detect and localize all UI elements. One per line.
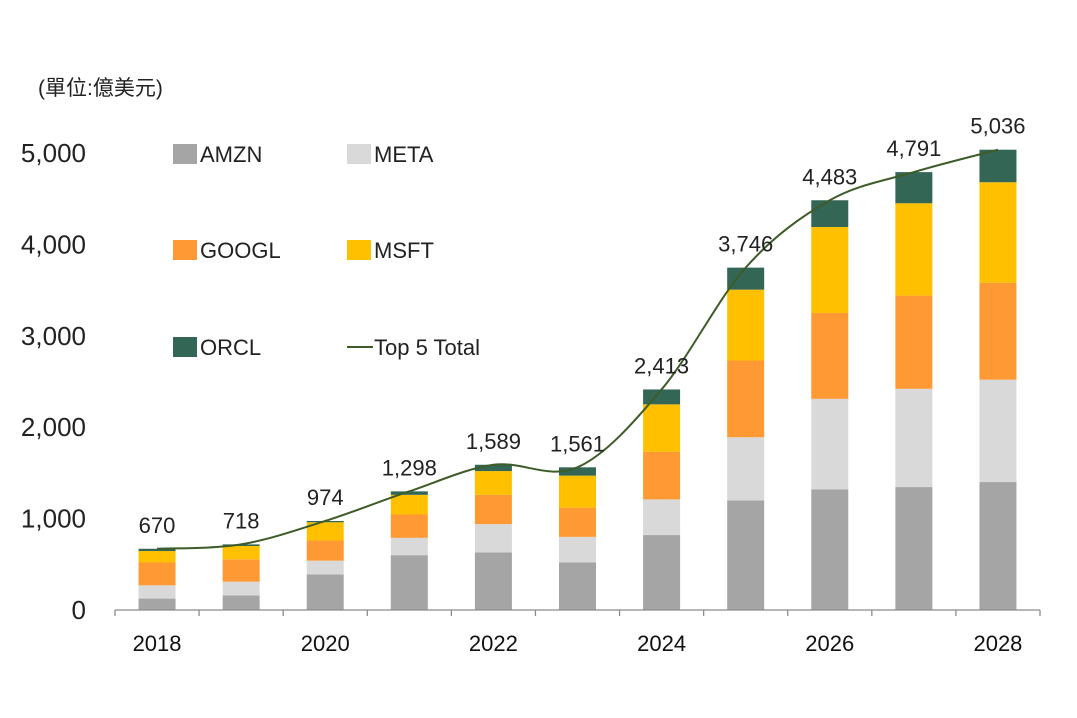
bar-googl-2025 (727, 360, 765, 438)
y-tick-label-0: 0 (72, 595, 86, 625)
bar-msft-2021 (390, 494, 428, 515)
top-5-total-line (156, 148, 999, 550)
bar-orcl-2026 (811, 200, 849, 228)
total-label-2023: 1,561 (550, 431, 605, 456)
bar-meta-2025 (727, 437, 765, 501)
x-tick-label-2022: 2022 (469, 631, 518, 656)
total-label-2021: 1,298 (382, 455, 437, 480)
bar-googl-2019 (222, 559, 260, 582)
bar-msft-2028 (979, 182, 1017, 283)
bar-msft-2025 (727, 289, 765, 361)
bar-orcl-2024 (643, 389, 681, 405)
y-tick-label-5000: 5,000 (21, 138, 86, 168)
bar-googl-2018 (138, 562, 176, 586)
bar-amzn-2021 (390, 555, 428, 610)
bar-googl-2021 (390, 514, 428, 538)
total-line-group (156, 148, 999, 550)
legend-label-msft: MSFT (374, 238, 434, 263)
total-label-2027: 4,791 (886, 136, 941, 161)
legend-label-googl: GOOGL (200, 238, 281, 263)
bar-msft-2027 (895, 203, 933, 296)
bar-msft-2020 (306, 522, 344, 541)
legend-swatch-msft (347, 240, 371, 260)
bar-googl-2028 (979, 282, 1017, 380)
bar-amzn-2018 (138, 598, 176, 610)
y-axis: 0 1,000 2,000 3,000 4,000 5,000 (21, 138, 86, 625)
bar-orcl-2022 (474, 464, 512, 472)
bar-orcl-2018 (138, 548, 176, 552)
bar-msft-2019 (222, 546, 260, 560)
legend-label-amzn: AMZN (200, 142, 262, 167)
total-label-2026: 4,483 (802, 164, 857, 189)
legend-swatch-amzn (173, 144, 197, 164)
bar-googl-2027 (895, 295, 933, 389)
x-tick-label-2028: 2028 (973, 631, 1022, 656)
bar-meta-2021 (390, 537, 428, 556)
bar-meta-2028 (979, 379, 1017, 483)
x-tick-label-2018: 2018 (133, 631, 182, 656)
bar-meta-2022 (474, 524, 512, 553)
bar-msft-2024 (643, 404, 681, 452)
bar-orcl-2027 (895, 172, 933, 204)
bar-msft-2018 (138, 551, 176, 563)
bar-orcl-2028 (979, 149, 1017, 183)
bars-group (138, 149, 1017, 610)
bar-amzn-2026 (811, 489, 849, 610)
bar-meta-2024 (643, 499, 681, 536)
bar-meta-2019 (222, 581, 260, 596)
total-label-2028: 5,036 (970, 114, 1025, 139)
bar-meta-2027 (895, 388, 933, 488)
bar-meta-2023 (559, 536, 596, 563)
bar-amzn-2020 (306, 574, 344, 610)
bar-orcl-2021 (390, 491, 428, 495)
total-labels-group: 670 718 974 1,298 1,589 1,561 2,413 3,746 4,483 4… (139, 114, 1026, 538)
bar-msft-2022 (474, 471, 512, 495)
total-label-2018: 670 (139, 513, 176, 538)
unit-label: (單位:億美元) (38, 77, 163, 100)
bar-msft-2023 (559, 475, 596, 508)
bar-orcl-2023 (559, 467, 596, 476)
bar-googl-2026 (811, 312, 849, 399)
y-tick-label-4000: 4,000 (21, 229, 86, 259)
bar-googl-2023 (559, 507, 596, 537)
x-tick-label-2024: 2024 (637, 631, 686, 656)
x-tick-label-2026: 2026 (805, 631, 854, 656)
bar-amzn-2024 (643, 535, 681, 610)
bar-meta-2018 (138, 585, 176, 599)
bar-msft-2026 (811, 227, 849, 313)
bar-amzn-2019 (222, 595, 260, 610)
bar-meta-2026 (811, 398, 849, 490)
legend-swatch-meta (347, 144, 371, 164)
legend-swatch-googl (173, 240, 197, 260)
bar-amzn-2023 (559, 562, 596, 610)
legend-label-orcl: ORCL (200, 335, 261, 360)
bar-googl-2024 (643, 451, 681, 500)
total-label-2019: 718 (223, 508, 260, 533)
legend-swatch-orcl (173, 337, 197, 357)
bar-amzn-2025 (727, 500, 765, 610)
y-tick-label-3000: 3,000 (21, 321, 86, 351)
bar-amzn-2028 (979, 482, 1017, 610)
y-tick-label-2000: 2,000 (21, 412, 86, 442)
x-tick-label-2020: 2020 (301, 631, 350, 656)
legend: AMZN META GOOGL MSFT ORCL Top 5 Total (173, 142, 480, 360)
total-label-2020: 974 (307, 485, 344, 510)
x-axis: 2018 2020 2022 2024 2026 2028 (114, 609, 1041, 656)
y-tick-label-1000: 1,000 (21, 504, 86, 534)
total-label-2024: 2,413 (634, 353, 689, 378)
bar-amzn-2027 (895, 487, 933, 610)
bar-googl-2020 (306, 540, 344, 561)
bar-meta-2020 (306, 560, 344, 575)
legend-label-meta: META (374, 142, 434, 167)
bar-googl-2022 (474, 494, 512, 525)
bar-amzn-2022 (474, 552, 512, 610)
bar-orcl-2025 (727, 267, 765, 290)
legend-label-top-5-total: Top 5 Total (374, 335, 480, 360)
total-label-2025: 3,746 (718, 232, 773, 257)
total-label-2022: 1,589 (466, 429, 521, 454)
